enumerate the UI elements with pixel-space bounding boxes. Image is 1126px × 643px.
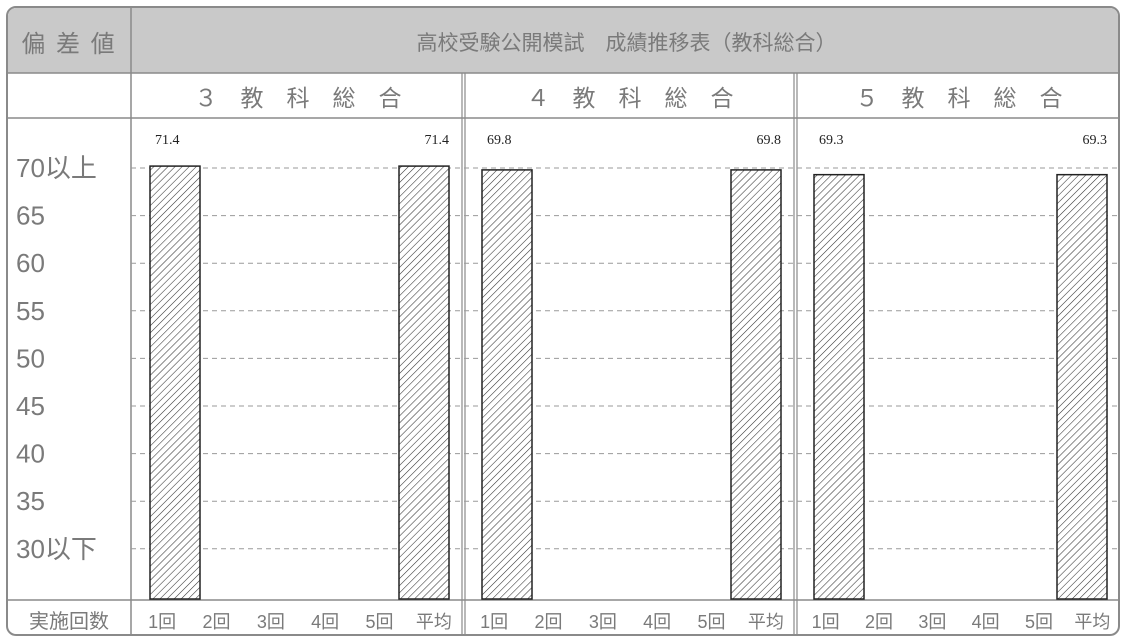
y-tick-label: 65 bbox=[16, 201, 45, 231]
x-tick-label: 2回 bbox=[202, 612, 230, 632]
x-tick-label: 1回 bbox=[480, 612, 508, 632]
panel-title: ５ 教 科 総 合 bbox=[856, 85, 1063, 111]
x-tick-label: 4回 bbox=[311, 612, 339, 632]
x-tick-label: 4回 bbox=[972, 612, 1000, 632]
x-tick-label: 3回 bbox=[589, 612, 617, 632]
x-tick-label: 1回 bbox=[148, 612, 176, 632]
data-label: 69.8 bbox=[757, 133, 782, 148]
y-tick-label: 40 bbox=[16, 439, 45, 469]
x-tick-label: 2回 bbox=[865, 612, 893, 632]
data-label: 69.8 bbox=[487, 133, 512, 148]
y-tick-label: 70以上 bbox=[16, 153, 97, 183]
y-tick-label: 30以下 bbox=[16, 534, 97, 564]
chart-title: 高校受験公開模試 成績推移表（教科総合） bbox=[417, 32, 837, 55]
y-tick-label: 60 bbox=[16, 248, 45, 278]
panel-title: ４ 教 科 総 合 bbox=[527, 85, 734, 111]
x-tick-label: 4回 bbox=[643, 612, 671, 632]
x-tick-label: 平均 bbox=[748, 612, 784, 632]
bar bbox=[481, 169, 533, 600]
bar bbox=[730, 169, 782, 600]
y-tick-label: 55 bbox=[16, 296, 45, 326]
data-label: 71.4 bbox=[155, 133, 180, 148]
data-label: 69.3 bbox=[1083, 133, 1108, 148]
header-band bbox=[8, 8, 1118, 73]
x-tick-label: 3回 bbox=[257, 612, 285, 632]
x-tick-label: 5回 bbox=[1025, 612, 1053, 632]
y-tick-label: 45 bbox=[16, 391, 45, 421]
x-axis-label: 実施回数 bbox=[29, 610, 109, 633]
x-tick-label: 5回 bbox=[697, 612, 725, 632]
x-tick-label: 平均 bbox=[416, 612, 452, 632]
score-trend-chart: 偏 差 値 高校受験公開模試 成績推移表（教科総合） 70以上 65 60 55 50 45 4… bbox=[6, 6, 1120, 636]
x-tick-label: 1回 bbox=[812, 612, 840, 632]
data-label: 71.4 bbox=[425, 133, 450, 148]
x-tick-label: 3回 bbox=[918, 612, 946, 632]
y-tick-label: 35 bbox=[16, 486, 45, 516]
bar bbox=[813, 173, 865, 600]
y-axis-label: 偏 差 値 bbox=[21, 31, 116, 58]
bar bbox=[1056, 173, 1108, 600]
x-tick-label: 5回 bbox=[365, 612, 393, 632]
y-tick-label: 50 bbox=[16, 343, 45, 373]
data-label: 69.3 bbox=[819, 133, 844, 148]
bar bbox=[398, 165, 450, 600]
panel-title: ３ 教 科 総 合 bbox=[195, 85, 402, 111]
bar bbox=[149, 165, 201, 600]
x-tick-label: 平均 bbox=[1074, 612, 1110, 632]
x-tick-label: 2回 bbox=[534, 612, 562, 632]
chart-canvas: 偏 差 値 高校受験公開模試 成績推移表（教科総合） 70以上 65 60 55 50 45 4… bbox=[8, 8, 1118, 634]
